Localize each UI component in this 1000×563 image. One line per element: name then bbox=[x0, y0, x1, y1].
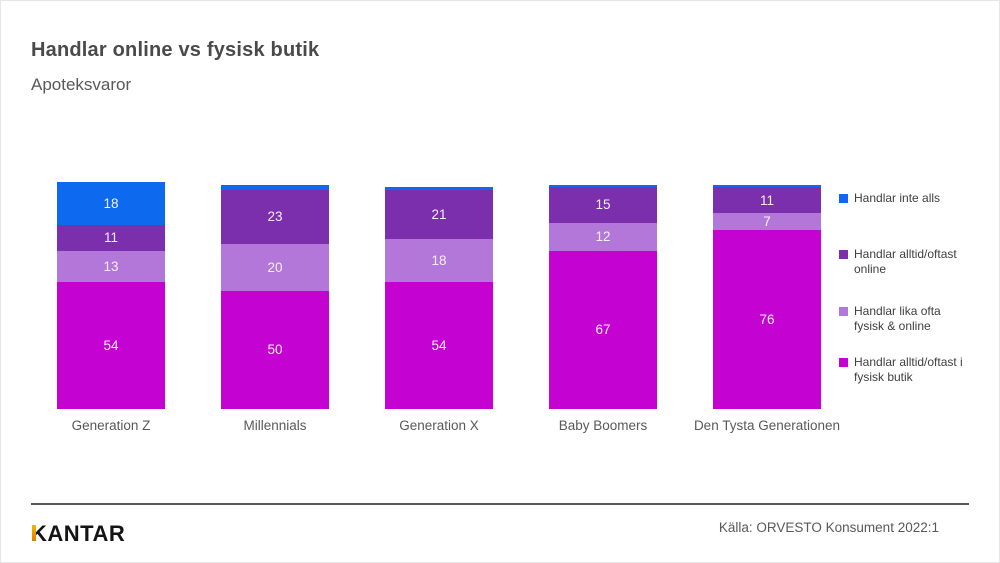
page-subtitle: Apoteksvaror bbox=[31, 75, 132, 94]
legend-item: Handlar lika ofta fysisk & online bbox=[839, 304, 975, 334]
bar-segment: 18 bbox=[385, 239, 493, 282]
legend-swatch bbox=[839, 194, 848, 203]
kantar-logo: KANTAR bbox=[31, 521, 125, 547]
bar-segment bbox=[221, 184, 329, 190]
bar-segment: 23 bbox=[221, 189, 329, 244]
bar-segment bbox=[385, 187, 493, 190]
legend-item: Handlar inte alls bbox=[839, 191, 975, 206]
value-label: 20 bbox=[267, 259, 283, 275]
source-text: Källa: ORVESTO Konsument 2022:1 bbox=[718, 520, 939, 535]
value-label: 18 bbox=[431, 252, 447, 268]
legend-item: Handlar alltid/oftast online bbox=[839, 247, 975, 277]
bar-segment: 15 bbox=[549, 187, 657, 223]
page-title: Handlar online vs fysisk butik bbox=[31, 39, 320, 61]
value-label: 18 bbox=[103, 196, 119, 212]
bar-generation-z: 18 11 13 54 bbox=[57, 182, 165, 409]
value-label: 76 bbox=[759, 311, 775, 327]
bar-segment: 7 bbox=[713, 213, 821, 230]
value-label: 7 bbox=[763, 213, 771, 229]
value-label: 50 bbox=[267, 342, 283, 358]
bar-segment: 54 bbox=[385, 281, 493, 409]
bar-segment: 11 bbox=[713, 187, 821, 214]
bar-segment: 12 bbox=[549, 222, 657, 251]
kantar-logo-accent-bar bbox=[32, 525, 36, 541]
value-label: 11 bbox=[103, 230, 118, 246]
legend-swatch bbox=[839, 250, 848, 259]
legend-item: Handlar alltid/oftast i fysisk butik bbox=[839, 355, 975, 385]
category-label: Generation Z bbox=[71, 418, 151, 433]
bar-segment bbox=[713, 184, 821, 188]
legend-swatch bbox=[839, 358, 848, 367]
bar-segment: 54 bbox=[57, 281, 165, 409]
legend-label: Handlar lika ofta fysisk & online bbox=[854, 304, 941, 333]
category-label: Generation X bbox=[399, 418, 479, 433]
bar-segment: 20 bbox=[221, 243, 329, 291]
category-label: Millennials bbox=[243, 418, 307, 433]
bar-segment: 76 bbox=[713, 229, 821, 409]
value-label: 23 bbox=[267, 209, 283, 225]
value-label: 12 bbox=[595, 229, 611, 245]
bar-segment: 11 bbox=[57, 224, 165, 251]
value-label: 11 bbox=[759, 192, 774, 208]
value-label: 13 bbox=[103, 258, 119, 274]
legend-label: Handlar alltid/oftast i fysisk butik bbox=[854, 355, 963, 384]
bar-segment: 67 bbox=[549, 250, 657, 409]
bar-segment: 50 bbox=[221, 290, 329, 409]
value-label: 54 bbox=[103, 337, 119, 353]
footer-divider bbox=[31, 503, 969, 505]
legend-swatch bbox=[839, 307, 848, 316]
bar-segment: 13 bbox=[57, 250, 165, 282]
bar-den-tysta-generationen: 11 7 76 bbox=[713, 184, 821, 409]
category-label: Den Tysta Generationen bbox=[693, 418, 841, 433]
bar-segment bbox=[549, 184, 657, 188]
bar-segment: 18 bbox=[57, 182, 165, 225]
category-label: Baby Boomers bbox=[558, 418, 648, 433]
bar-segment: 21 bbox=[385, 189, 493, 240]
bar-generation-x: 21 18 54 bbox=[385, 187, 493, 409]
value-label: 15 bbox=[595, 197, 611, 213]
legend-label: Handlar alltid/oftast online bbox=[854, 247, 957, 276]
bar-baby-boomers: 15 12 67 bbox=[549, 184, 657, 409]
bar-millennials: 23 20 50 bbox=[221, 184, 329, 409]
value-label: 54 bbox=[431, 337, 447, 353]
kantar-logo-text: KANTAR bbox=[31, 521, 126, 546]
legend-label: Handlar inte alls bbox=[854, 191, 941, 205]
value-label: 21 bbox=[431, 206, 447, 222]
value-label: 67 bbox=[595, 322, 611, 338]
